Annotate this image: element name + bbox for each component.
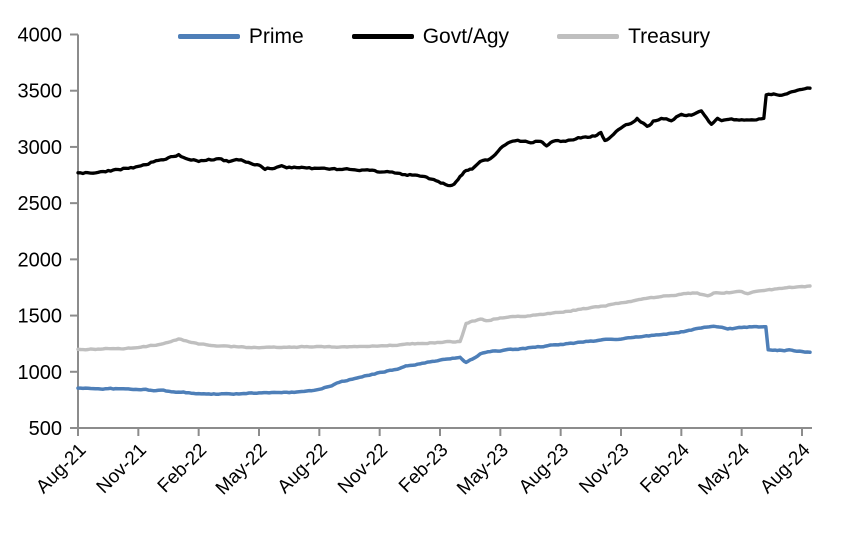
y-axis-tick-label: 2500 <box>18 193 63 215</box>
y-axis-tick-label: 3500 <box>18 81 63 103</box>
legend-item-govt-agy: Govt/Agy <box>351 24 510 48</box>
legend-label-prime: Prime <box>248 24 304 48</box>
x-axis-tick-label: Nov-21 <box>93 440 151 498</box>
series-line-govt-agy <box>76 86 812 188</box>
series-line-treasury <box>76 284 812 352</box>
y-axis-tick-label: 1500 <box>18 306 63 328</box>
x-axis-tick-label: Feb-23 <box>395 440 452 497</box>
govt-agy-line-swatch-icon <box>351 33 414 39</box>
x-axis-tick-label: Nov-23 <box>575 440 633 498</box>
prime-line-swatch-icon <box>177 33 240 39</box>
x-axis-tick-label: May-22 <box>212 440 272 500</box>
x-axis-tick-label: Aug-21 <box>32 440 90 498</box>
chart-legend: Prime Govt/Agy Treasury <box>78 22 810 50</box>
legend-item-prime: Prime <box>177 24 304 48</box>
y-axis-tick-label: 1000 <box>18 362 63 384</box>
x-axis-tick-label: Aug-23 <box>515 440 573 498</box>
treasury-line-swatch-icon <box>557 33 620 39</box>
legend-label-govt-agy: Govt/Agy <box>422 24 510 48</box>
x-axis-tick-label: Feb-24 <box>636 439 694 497</box>
x-axis-tick-label: Nov-22 <box>334 440 392 498</box>
legend-item-treasury: Treasury <box>557 26 710 47</box>
x-axis-tick-label: May-23 <box>453 440 513 500</box>
y-axis-tick-label: 3000 <box>18 137 63 159</box>
y-axis-tick-label: 4000 <box>18 25 63 47</box>
series-line-prime <box>76 324 812 397</box>
x-axis-tick-label: Feb-22 <box>154 440 211 497</box>
legend-label-treasury: Treasury <box>628 24 711 48</box>
x-axis-tick-label: May-24 <box>695 439 755 499</box>
y-axis-tick-label: 2000 <box>18 249 63 271</box>
x-axis-tick-label: Aug-24 <box>756 439 814 497</box>
y-axis-tick-label: 500 <box>29 418 62 440</box>
x-axis-tick-label: Aug-22 <box>274 440 332 498</box>
